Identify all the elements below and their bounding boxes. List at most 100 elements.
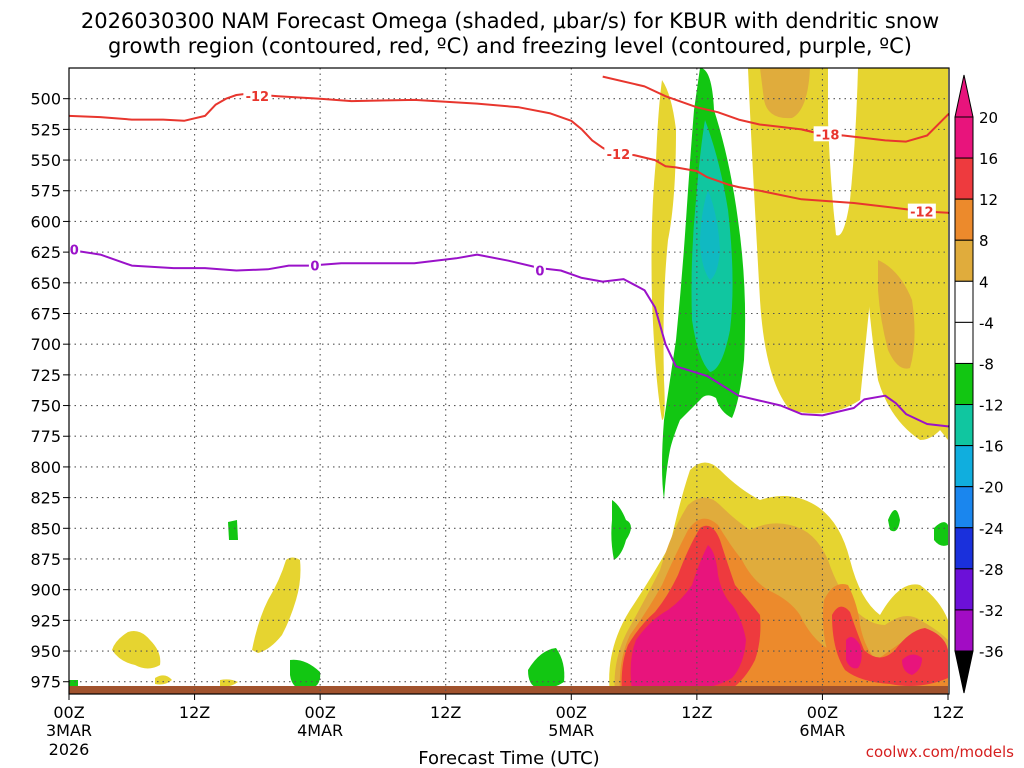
- x-tick-date: 6MAR: [799, 721, 845, 740]
- colorbar-label: -24: [979, 520, 1004, 538]
- colorbar-segment: [954, 280, 974, 323]
- x-tick-year: 2026: [49, 740, 90, 759]
- y-tick-label: 600: [30, 212, 61, 231]
- colorbar-label: -12: [979, 397, 1004, 415]
- omega-region-right-orange: [878, 260, 915, 369]
- omega-shading: [69, 68, 948, 694]
- y-tick-label: 800: [30, 458, 61, 477]
- colorbar-label: 8: [979, 232, 989, 250]
- contour-label: -12: [607, 148, 631, 163]
- x-tick-date: 4MAR: [297, 721, 343, 740]
- omega-region-green-small1: [228, 520, 238, 540]
- y-tick-label: 975: [30, 673, 61, 692]
- contour-label-bg: [604, 145, 633, 161]
- y-tick-label: 825: [30, 489, 61, 508]
- omega-region-low-magenta: [630, 545, 746, 690]
- omega-region-yellow-small: [220, 679, 238, 687]
- omega-region-green-small3: [528, 648, 565, 689]
- omega-region-yellow-left: [112, 631, 161, 669]
- colorbar-label: -16: [979, 438, 1004, 456]
- colorbar-bottom-arrow: [954, 650, 974, 694]
- colorbar-segment: [954, 116, 974, 159]
- omega-region-low-magenta-right: [846, 636, 862, 669]
- colorbar-label: -32: [979, 602, 1004, 620]
- chart-title-line2: growth region (contoured, red, ºC) and f…: [108, 34, 912, 58]
- omega-region-green-small4: [611, 500, 631, 560]
- contour-freezing-level-0C: [69, 248, 949, 428]
- plot-frame: [68, 67, 950, 695]
- omega-region-yellow-mid: [252, 557, 301, 653]
- y-tick-label: 875: [30, 550, 61, 569]
- terrain-strip: [69, 686, 948, 694]
- colorbar-label: -28: [979, 561, 1004, 579]
- x-tick-date: 3MAR: [46, 721, 92, 740]
- colorbar-label: 12: [979, 191, 998, 209]
- colorbar: 20 16 12 8 4 -4 -8 -12 -16 -20 -24 -28 -32 -36: [954, 74, 1004, 694]
- credit-text: coolwx.com/models: [866, 743, 1014, 761]
- y-tick-label: 775: [30, 427, 61, 446]
- contour-label: 0: [535, 265, 544, 280]
- colorbar-segment: [954, 568, 974, 611]
- x-tick-time: 00Z: [556, 703, 587, 722]
- y-tick-label: 625: [30, 243, 61, 262]
- omega-region-green-small2: [290, 659, 321, 690]
- y-tick-label: 650: [30, 274, 61, 293]
- y-tick-label: 900: [30, 581, 61, 600]
- contour-label-bg: [533, 262, 546, 278]
- colorbar-segment: [954, 198, 974, 241]
- contour-label-bg: [813, 126, 842, 142]
- colorbar-label: -36: [979, 643, 1004, 661]
- colorbar-label: 16: [979, 150, 998, 168]
- y-tick-label: 725: [30, 366, 61, 385]
- y-tick-label: 925: [30, 611, 61, 630]
- chart-title-line1: 2026030300 NAM Forecast Omega (shaded, μ…: [81, 9, 939, 33]
- y-tick-label: 950: [30, 642, 61, 661]
- x-axis-title: Forecast Time (UTC): [418, 748, 599, 768]
- colorbar-segment: [954, 157, 974, 200]
- omega-region-cyan-core: [700, 190, 720, 280]
- contour-labels: -12 -12 -12 -18 0 0 0: [68, 88, 936, 280]
- y-tick-label: 525: [30, 120, 61, 139]
- y-axis: 500 525 550 575 600 625 650 675 700 725 750 775 800 8…: [30, 90, 69, 692]
- contour-label: -18: [816, 128, 840, 143]
- contour-label-bg: [907, 203, 936, 219]
- contour-label: 0: [70, 244, 79, 259]
- omega-region-yellow-left2: [155, 675, 172, 685]
- omega-region-yellow-strip: [651, 80, 676, 420]
- omega-region-low-magenta-right2: [902, 654, 922, 675]
- colorbar-segment: [954, 486, 974, 529]
- contour-lines: [69, 75, 949, 428]
- x-tick-date: 5MAR: [548, 721, 594, 740]
- colorbar-label: -4: [979, 314, 994, 332]
- y-tick-label: 550: [30, 151, 61, 170]
- colorbar-segment: [954, 609, 974, 652]
- colorbar-label: -8: [979, 355, 994, 373]
- y-tick-label: 500: [30, 90, 61, 109]
- contour-label-bg: [68, 241, 81, 257]
- colorbar-label: 20: [979, 109, 998, 127]
- colorbar-segment: [954, 404, 974, 447]
- colorbar-segment: [954, 239, 974, 282]
- omega-region-upper-yellow-3: [862, 68, 948, 440]
- colorbar-segment: [954, 527, 974, 570]
- x-tick-time: 12Z: [179, 703, 210, 722]
- y-tick-label: 575: [30, 182, 61, 201]
- contour-label-bg: [243, 88, 272, 104]
- omega-region-cut: [828, 68, 858, 236]
- contour-label: -12: [246, 90, 270, 105]
- x-tick-time: 00Z: [53, 703, 84, 722]
- contour-label-bg: [308, 257, 321, 273]
- contour-label: 0: [310, 260, 319, 275]
- colorbar-segment: [954, 445, 974, 488]
- y-tick-label: 700: [30, 335, 61, 354]
- omega-region-upper-orange: [760, 68, 810, 119]
- contour-dgz-minus12-upper: [69, 92, 949, 214]
- grid: [69, 68, 948, 694]
- colorbar-label: -20: [979, 479, 1004, 497]
- x-tick-time: 12Z: [681, 703, 712, 722]
- colorbar-segment: [954, 362, 974, 406]
- omega-region-green-small5: [888, 510, 900, 532]
- colorbar-top-arrow: [954, 74, 974, 118]
- y-tick-label: 675: [30, 304, 61, 323]
